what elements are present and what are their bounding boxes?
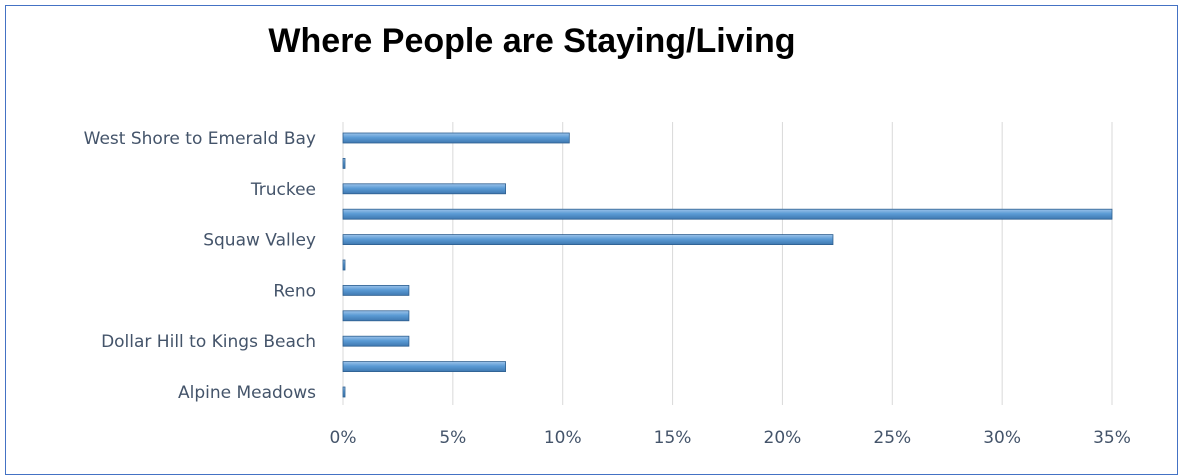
bar xyxy=(342,234,834,246)
category-label: Reno xyxy=(273,281,316,301)
category-label: West Shore to Emerald Bay xyxy=(84,129,316,149)
category-label: Dollar Hill to Kings Beach xyxy=(101,332,316,352)
bar xyxy=(342,259,346,271)
bar xyxy=(342,310,410,322)
category-label: Alpine Meadows xyxy=(178,383,316,403)
bar xyxy=(342,335,410,347)
x-tick-label: 35% xyxy=(1093,428,1131,448)
chart-title: Where People are Staying/Living xyxy=(268,22,796,60)
bar xyxy=(342,132,570,144)
x-tick-label: 20% xyxy=(764,428,802,448)
bar xyxy=(342,284,410,296)
category-label: Truckee xyxy=(250,180,316,200)
bar xyxy=(342,386,346,398)
bar xyxy=(342,183,506,195)
x-tick-label: 5% xyxy=(439,428,466,448)
x-tick-label: 30% xyxy=(983,428,1021,448)
bar xyxy=(342,361,506,373)
x-tick-label: 25% xyxy=(873,428,911,448)
x-tick-label: 10% xyxy=(544,428,582,448)
category-label: Squaw Valley xyxy=(203,231,316,251)
bar-chart: West Shore to Emerald Bay Truckee Squaw Va… xyxy=(84,122,1131,448)
x-tick-label: 15% xyxy=(654,428,692,448)
bar xyxy=(342,157,346,169)
bar xyxy=(342,208,1113,220)
x-tick-label: 0% xyxy=(330,428,357,448)
